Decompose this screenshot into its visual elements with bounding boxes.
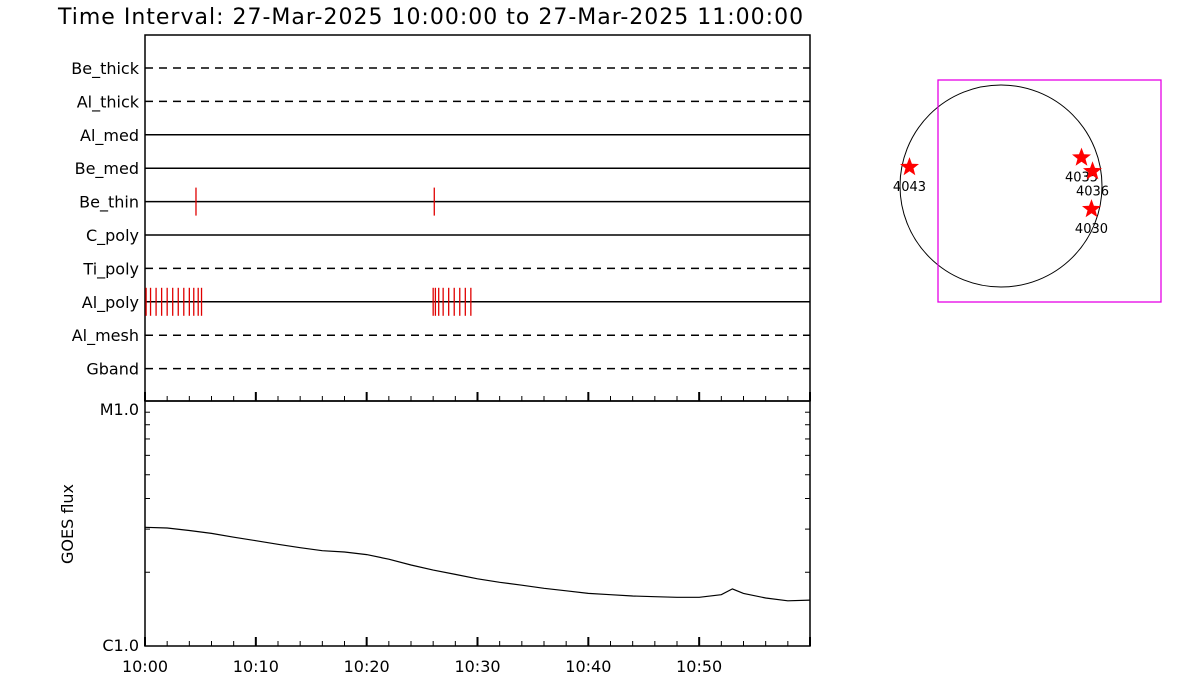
x-tick-label: 10:20 bbox=[344, 657, 390, 676]
y-axis-label: GOES flux bbox=[58, 484, 77, 564]
active-region-label: 4036 bbox=[1076, 184, 1109, 199]
timeline-channels: Be_thick Al_thick Al_med Be_med Be_thin C_pol… bbox=[71, 59, 810, 379]
active-region-star bbox=[900, 157, 919, 176]
channel-label: Be_thin bbox=[79, 193, 139, 213]
channel-label: C_poly bbox=[86, 226, 139, 246]
channel-label: Gband bbox=[86, 360, 139, 379]
field-of-view-box bbox=[937, 79, 1162, 303]
goes-flux-line bbox=[144, 526, 811, 602]
timeline-frame bbox=[144, 34, 811, 402]
channel-label: Al_med bbox=[80, 126, 139, 146]
x-tick-label: 10:10 bbox=[233, 657, 279, 676]
solar-limb bbox=[899, 84, 1103, 288]
channel-label: Be_med bbox=[75, 159, 139, 179]
channel-label: Al_mesh bbox=[72, 326, 139, 346]
active-region-label: 4030 bbox=[1075, 222, 1108, 237]
channel-label: Be_thick bbox=[71, 59, 139, 79]
figure-title: Time Interval: 27-Mar-2025 10:00:00 to 2… bbox=[57, 5, 804, 30]
x-tick-label: 10:50 bbox=[676, 657, 722, 676]
channel-label: Al_thick bbox=[77, 92, 140, 112]
goes-ticks bbox=[144, 392, 811, 647]
x-tick-labels: 10:00 10:10 10:20 10:30 10:40 10:50 bbox=[122, 657, 722, 676]
active-region-star bbox=[1072, 147, 1091, 166]
goes-frame bbox=[144, 400, 811, 647]
y-tick-label-top: M1.0 bbox=[100, 400, 139, 419]
x-tick-label: 10:40 bbox=[565, 657, 611, 676]
event-timeline-panel: Be_thick Al_thick Al_med Be_med Be_thin C_pol… bbox=[71, 34, 811, 402]
channel-label: Ti_poly bbox=[82, 259, 139, 279]
x-tick-label: 10:00 bbox=[122, 657, 168, 676]
timeline-events bbox=[145, 187, 472, 316]
y-tick-label-bottom: C1.0 bbox=[102, 636, 139, 655]
active-region-star bbox=[1083, 161, 1102, 180]
x-tick-label: 10:30 bbox=[454, 657, 500, 676]
channel-label: Al_poly bbox=[82, 293, 139, 313]
active-region-label: 4043 bbox=[893, 180, 926, 195]
active-region-star bbox=[1082, 199, 1101, 218]
goes-panel: M1.0 C1.0 GOES flux 10:00 10:10 10:20 10:30… bbox=[58, 392, 811, 676]
